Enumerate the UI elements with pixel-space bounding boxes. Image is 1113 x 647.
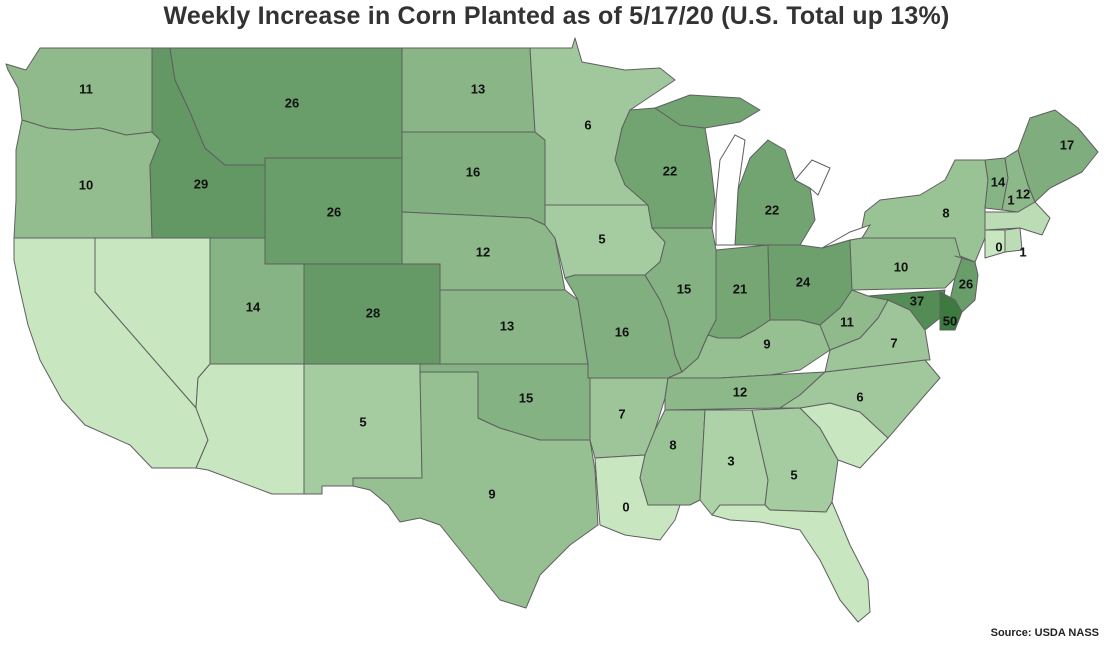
- state-shapes: [5, 37, 1099, 623]
- state-value-mi: 22: [765, 202, 779, 217]
- state-value-ar: 7: [618, 406, 625, 421]
- state-value-mo: 16: [615, 324, 629, 339]
- state-value-wa: 11: [79, 81, 93, 96]
- state-value-id: 29: [194, 176, 208, 191]
- state-value-ks: 13: [500, 318, 514, 333]
- state-value-ma: 1: [1007, 192, 1014, 207]
- state-value-or: 10: [79, 177, 93, 192]
- state-mi[interactable]: [734, 139, 816, 246]
- state-value-wv: 11: [840, 314, 854, 329]
- state-value-nj: 26: [959, 276, 973, 291]
- state-value-ny: 8: [942, 205, 949, 220]
- state-value-ms: 8: [669, 437, 676, 452]
- state-value-mn: 6: [584, 117, 591, 132]
- state-value-tx: 9: [488, 486, 495, 501]
- state-value-ri: 1: [1019, 244, 1026, 259]
- state-value-md: 37: [910, 293, 924, 308]
- state-value-me: 17: [1060, 137, 1074, 152]
- lake-erie: [821, 224, 872, 249]
- state-me[interactable]: [1017, 109, 1099, 203]
- state-value-ky: 9: [763, 336, 770, 351]
- map-title: Weekly Increase in Corn Planted as of 5/…: [163, 2, 950, 30]
- state-value-de: 50: [943, 313, 957, 328]
- state-value-mt: 26: [285, 95, 299, 110]
- state-value-ct: 0: [995, 239, 1002, 254]
- state-value-nd: 13: [471, 81, 485, 96]
- source-note: Source: USDA NASS: [990, 627, 1099, 639]
- state-value-sd: 16: [466, 164, 480, 179]
- state-de[interactable]: [939, 291, 963, 331]
- state-nc[interactable]: [779, 359, 941, 439]
- great-lakes: [715, 134, 872, 249]
- state-mi-upper[interactable]: [654, 94, 761, 129]
- state-nd[interactable]: [401, 47, 536, 133]
- state-value-va: 7: [890, 335, 897, 350]
- state-value-nm: 5: [359, 414, 366, 429]
- state-value-tn: 12: [733, 384, 747, 399]
- state-md[interactable]: [867, 289, 946, 331]
- state-value-in: 21: [733, 281, 747, 296]
- state-ri[interactable]: [1004, 227, 1023, 253]
- state-value-pa: 10: [894, 259, 908, 274]
- state-value-ia: 5: [598, 231, 605, 246]
- state-value-nh: 12: [1016, 186, 1030, 201]
- state-value-ga: 5: [790, 467, 797, 482]
- state-value-al: 3: [727, 453, 734, 468]
- lake-michigan: [715, 134, 746, 246]
- state-value-nc: 6: [856, 389, 863, 404]
- state-ca[interactable]: [13, 237, 209, 469]
- state-value-ut: 14: [246, 299, 261, 314]
- state-value-oh: 24: [796, 274, 811, 289]
- state-value-co: 28: [366, 305, 380, 320]
- state-fl[interactable]: [711, 501, 871, 623]
- state-az[interactable]: [195, 363, 305, 495]
- lake-huron-gap: [794, 159, 831, 196]
- state-value-ok: 15: [519, 390, 533, 405]
- state-value-ne: 12: [476, 244, 490, 259]
- state-value-il: 15: [677, 281, 691, 296]
- state-value-wy: 26: [327, 204, 341, 219]
- state-value-wi: 22: [663, 163, 677, 178]
- state-value-vt: 14: [991, 174, 1006, 189]
- state-value-la: 0: [622, 499, 629, 514]
